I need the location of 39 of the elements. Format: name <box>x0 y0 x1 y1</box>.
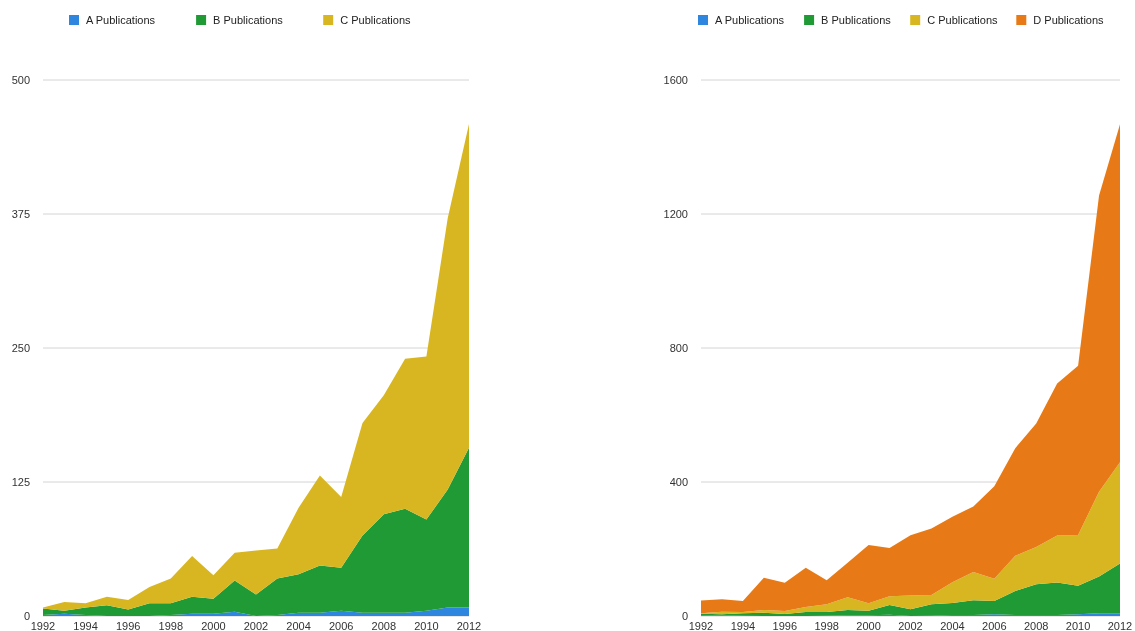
legend-label: B Publications <box>213 13 284 26</box>
x-tick-label: 2004 <box>286 620 311 631</box>
x-tick-label: 2008 <box>1023 620 1049 631</box>
legend-label: C Publications <box>340 13 412 26</box>
y-tick-label: 250 <box>11 341 30 354</box>
y-tick-label: 0 <box>23 609 30 622</box>
x-tick-label: 1996 <box>115 620 141 631</box>
x-tick-label: 2012 <box>456 620 482 631</box>
x-tick-label: 2002 <box>243 620 269 631</box>
y-tick-label: 1600 <box>663 73 688 86</box>
y-tick-label: 1200 <box>663 207 688 220</box>
x-tick-label: 2006 <box>982 620 1007 631</box>
x-tick-label: 2010 <box>1065 620 1091 631</box>
x-tick-label: 2002 <box>898 620 923 631</box>
x-tick-label: 1998 <box>158 620 184 631</box>
y-tick-label: 500 <box>11 73 30 86</box>
y-tick-label: 400 <box>669 475 688 488</box>
x-tick-label: 2004 <box>940 620 965 631</box>
y-tick-label: 375 <box>11 207 30 220</box>
y-tick-label: 800 <box>669 341 688 354</box>
x-tick-label: 2000 <box>201 620 226 631</box>
x-tick-label: 1992 <box>688 620 714 631</box>
x-tick-label: 2008 <box>371 620 397 631</box>
x-tick-label: 2000 <box>856 620 881 631</box>
x-tick-label: 1994 <box>73 620 98 631</box>
legend-label: D Publications <box>1033 13 1105 26</box>
legend-label: A Publications <box>86 13 156 26</box>
y-tick-label: 125 <box>11 475 30 488</box>
x-tick-label: 1994 <box>730 620 756 631</box>
x-tick-label: 2010 <box>414 620 439 631</box>
legend-label: B Publications <box>821 13 892 26</box>
x-tick-label: 1998 <box>814 620 839 631</box>
x-tick-label: 2012 <box>1107 620 1133 631</box>
x-tick-label: 2006 <box>328 620 354 631</box>
y-tick-label: 0 <box>681 609 688 622</box>
x-tick-label: 1996 <box>772 620 798 631</box>
legend-label: C Publications <box>927 13 999 26</box>
legend-label: A Publications <box>715 13 785 26</box>
x-tick-label: 1992 <box>30 620 56 631</box>
